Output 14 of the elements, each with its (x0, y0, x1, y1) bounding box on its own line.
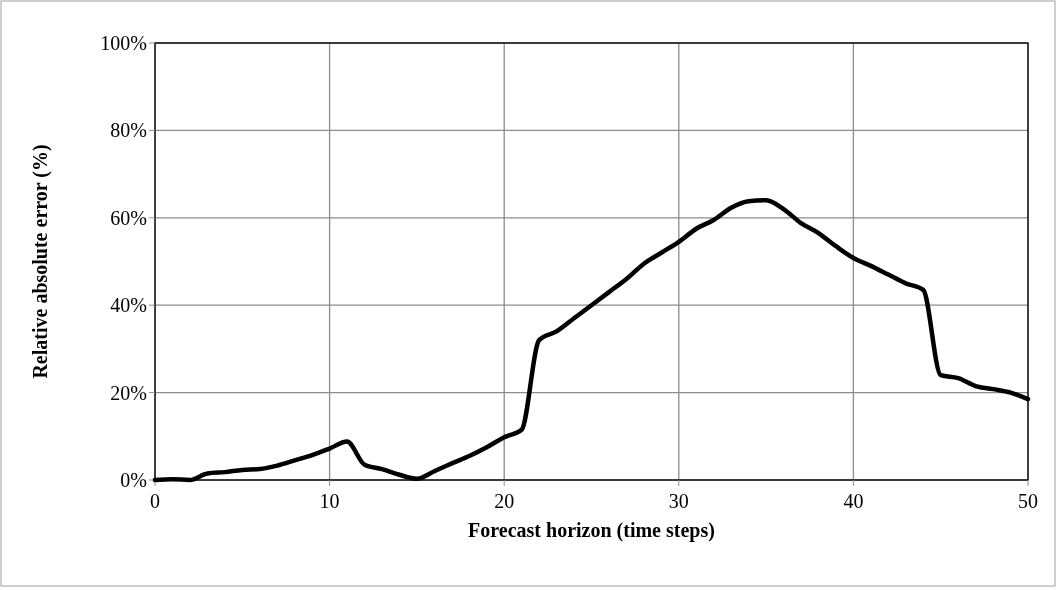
x-tick-label: 50 (1018, 490, 1038, 512)
y-tick-label: 100% (100, 32, 147, 54)
x-tick-label: 10 (319, 490, 340, 512)
y-tick-label: 20% (110, 381, 147, 404)
x-tick-label: 40 (843, 490, 864, 512)
y-tick-label: 60% (110, 206, 147, 229)
y-tick-label: 0% (120, 469, 147, 491)
x-axis-title: Forecast horizon (time steps) (468, 519, 715, 542)
y-tick-label: 80% (110, 119, 147, 142)
y-axis-title: Relative absolute error (%) (29, 144, 52, 379)
y-tick-label: 40% (110, 294, 147, 317)
x-tick-label: 20 (494, 490, 515, 512)
x-tick-label: 30 (668, 490, 689, 512)
x-tick-label: 0 (150, 490, 160, 512)
